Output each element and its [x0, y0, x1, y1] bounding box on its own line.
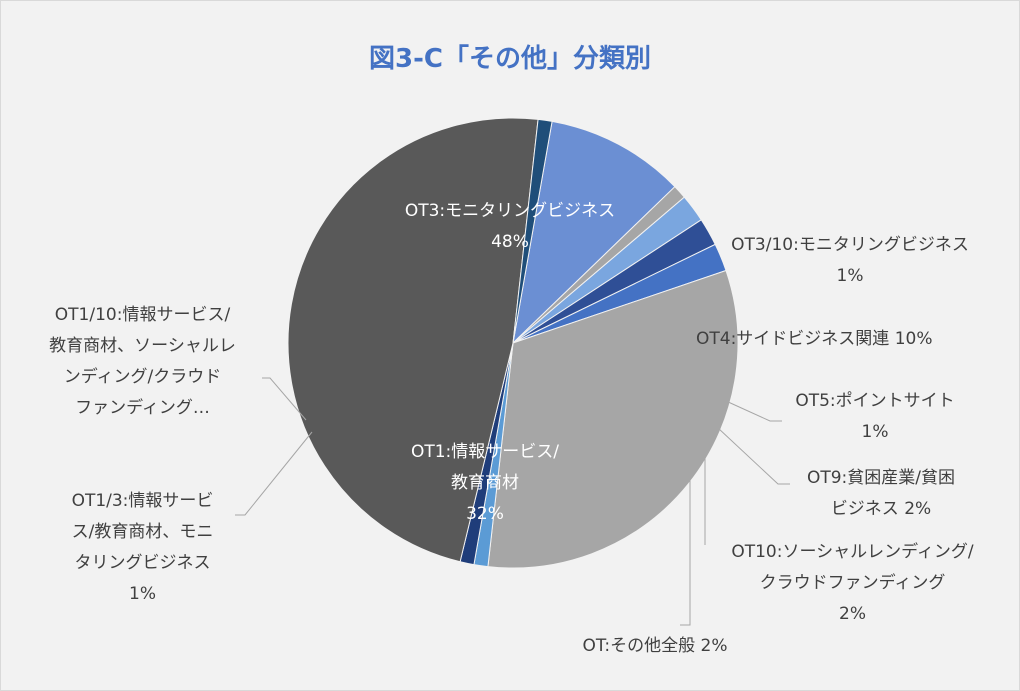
label-ot5: OT5:ポイントサイト 1%	[795, 391, 955, 442]
chart-title: 図3-C「その他」分類別	[369, 44, 651, 74]
label-ot3: OT3:モニタリングビジネス 48%	[404, 201, 616, 252]
label-ot1-10: OT1/10:情報サービス/ 教育商材、ソーシャルレ ンディング/クラウド ファ…	[49, 305, 236, 418]
leader-ot5	[725, 400, 782, 422]
pie-slice-ot4	[512, 120, 676, 345]
pie-slice-ot1	[487, 269, 739, 569]
label-ot9: OT9:貧困産業/貧困 ビジネス 2%	[806, 468, 956, 519]
label-ot3-10: OT3/10:モニタリングビジネス 1%	[731, 235, 969, 286]
pie-slice-ot3	[287, 117, 539, 563]
label-ot1: OT1:情報サービス/ 教育商材 32%	[410, 442, 560, 524]
leader-ot9	[717, 427, 790, 485]
pie-slice-ot3-10	[512, 118, 553, 344]
label-ot-general: OT:その他全般 2%	[582, 636, 728, 656]
leader-ot-general	[680, 470, 691, 626]
label-ot4: OT4:サイドビジネス関連 10%	[696, 329, 933, 349]
label-ot1-3: OT1/3:情報サービ ス/教育商材、モニ タリングビジネス 1%	[71, 491, 214, 604]
leader-ot1-10	[262, 377, 307, 421]
label-ot10: OT10:ソーシャルレンディング/ クラウドファンディング 2%	[731, 542, 974, 624]
leader-ot1-3	[235, 431, 313, 516]
